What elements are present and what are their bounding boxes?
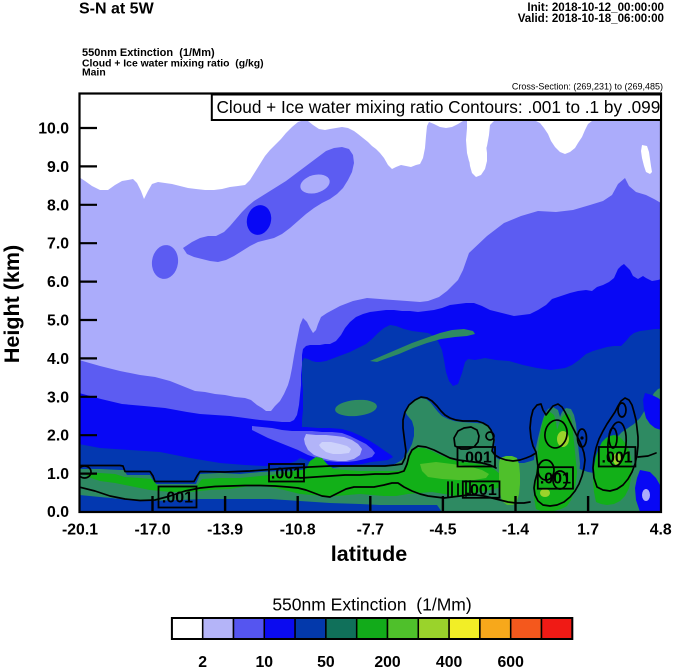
svg-text:50: 50 — [317, 654, 335, 668]
svg-text:-4.5: -4.5 — [429, 522, 456, 539]
svg-text:-17.0: -17.0 — [134, 522, 170, 539]
svg-text:Cloud + Ice water mixing ratio: Cloud + Ice water mixing ratio Contours:… — [217, 97, 661, 117]
svg-text:-20.1: -20.1 — [62, 522, 98, 539]
svg-text:.001: .001 — [602, 449, 633, 466]
svg-text:8.0: 8.0 — [47, 197, 69, 214]
svg-text:5.0: 5.0 — [47, 313, 69, 330]
svg-text:1.0: 1.0 — [47, 466, 69, 483]
svg-text:10.0: 10.0 — [38, 121, 69, 138]
svg-text:Height (km): Height (km) — [0, 245, 24, 363]
svg-text:2.0: 2.0 — [47, 428, 69, 445]
svg-text:4.8: 4.8 — [650, 522, 672, 539]
svg-text:Main: Main — [82, 68, 106, 79]
svg-text:.001: .001 — [466, 482, 497, 499]
svg-text:600: 600 — [498, 654, 525, 668]
svg-text:550nm Extinction (1/Mm): 550nm Extinction (1/Mm) — [272, 595, 471, 615]
svg-text:-13.9: -13.9 — [207, 522, 243, 539]
svg-text:latitude: latitude — [331, 542, 407, 566]
svg-text:400: 400 — [436, 654, 463, 668]
svg-text:-10.8: -10.8 — [280, 522, 316, 539]
svg-text:4.0: 4.0 — [47, 351, 69, 368]
svg-text:Cloud + Ice water mixing ratio: Cloud + Ice water mixing ratio (g/kg) — [82, 59, 264, 70]
svg-text:1.7: 1.7 — [577, 522, 599, 539]
svg-text:3.0: 3.0 — [47, 389, 69, 406]
svg-text:550nm Extinction (1/Mm): 550nm Extinction (1/Mm) — [82, 47, 215, 59]
svg-text:.001: .001 — [461, 449, 492, 466]
svg-text:.001: .001 — [162, 490, 193, 507]
svg-text:9.0: 9.0 — [47, 159, 69, 176]
svg-text:Valid: 2018-10-18_06:00:00: Valid: 2018-10-18_06:00:00 — [518, 12, 664, 25]
svg-text:.001: .001 — [271, 465, 302, 482]
svg-text:0.0: 0.0 — [47, 504, 69, 521]
svg-text:Init: 2018-10-12_00:00:00: Init: 2018-10-12_00:00:00 — [527, 1, 664, 14]
svg-text:.001: .001 — [540, 470, 571, 487]
svg-text:-1.4: -1.4 — [502, 522, 529, 539]
svg-text:7.0: 7.0 — [47, 236, 69, 253]
svg-text:2: 2 — [198, 654, 207, 668]
svg-text:-7.7: -7.7 — [357, 522, 384, 539]
svg-text:Cross-Section: (269,231) to (2: Cross-Section: (269,231) to (269,485) — [512, 82, 663, 92]
svg-text:200: 200 — [374, 654, 401, 668]
svg-text:S-N at 5W: S-N at 5W — [79, 1, 155, 18]
svg-text:6.0: 6.0 — [47, 274, 69, 291]
svg-text:10: 10 — [256, 654, 274, 668]
